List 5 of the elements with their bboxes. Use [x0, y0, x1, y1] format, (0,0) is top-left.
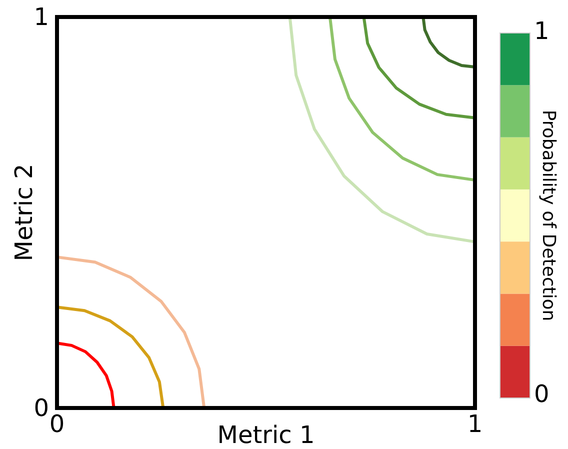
color-bar-title: Probability of Detection [538, 110, 559, 322]
color-bar-label: 0 [534, 380, 550, 408]
y-axis-title: Metric 2 [10, 164, 38, 262]
x-axis-title: Metric 1 [217, 421, 315, 449]
color-bar-label: 1 [534, 17, 550, 45]
